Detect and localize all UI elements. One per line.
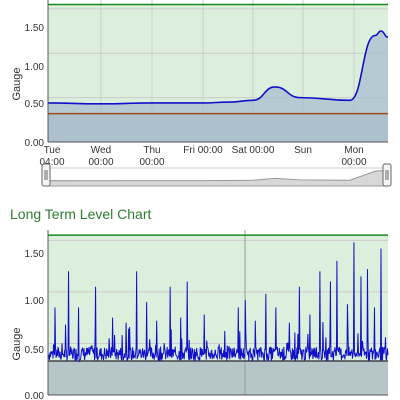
- chart2-y-tick-label: 0.00: [25, 391, 45, 400]
- chart1-y-axis-title: Gauge: [11, 67, 23, 100]
- chart1-x-tick-label: Mon: [344, 145, 363, 156]
- chart2-normal-zone: [48, 235, 388, 361]
- chart1-y-tick-label: 1.00: [25, 62, 45, 73]
- chart1-x-tick-label: Tue: [44, 145, 61, 156]
- chart2-series-line: [47, 242, 389, 363]
- chart2-y-axis-title: Gauge: [11, 327, 23, 360]
- chart1-x-tick-label: Sat 00:00: [232, 145, 275, 156]
- long-term-chart: Gauge 0.00 0.50 1.00 1.50: [11, 230, 389, 400]
- chart1-x-tick-label: 04:00: [39, 157, 64, 168]
- chart2-low-zone: [48, 360, 388, 395]
- chart1-y-tick-label: 1.50: [25, 23, 45, 34]
- chart1-x-tick-label: 00:00: [139, 157, 164, 168]
- chart1-x-tick-label: Sun: [294, 145, 312, 156]
- chart1-y-tick-label: 0.50: [25, 99, 45, 110]
- chart1-x-tick-label: Wed: [91, 145, 111, 156]
- chart1-x-tick-label: 00:00: [88, 157, 113, 168]
- section-title: Long Term Level Chart: [10, 206, 152, 222]
- range-navigator[interactable]: [41, 163, 392, 187]
- chart1-x-tick-label: Fri 00:00: [183, 145, 223, 156]
- chart1-x-tick-label: 00:00: [341, 157, 366, 168]
- chart1-normal-zone: [48, 4, 388, 114]
- chart1-y-tick-label: 0.00: [25, 138, 45, 149]
- navigator-left-handle[interactable]: [41, 163, 51, 187]
- chart1-series-line: [47, 30, 389, 105]
- chart2-y-tick-label: 1.00: [25, 296, 45, 307]
- navigator-right-handle[interactable]: [382, 163, 392, 187]
- chart2-y-tick-label: 1.50: [25, 249, 45, 260]
- chart1-x-tick-label: Thu: [143, 145, 160, 156]
- short-term-chart: Gauge 0.00 0.50 1.00 1.50 Tue 04:00 Wed …: [11, 0, 392, 187]
- chart2-y-tick-label: 0.50: [25, 345, 45, 356]
